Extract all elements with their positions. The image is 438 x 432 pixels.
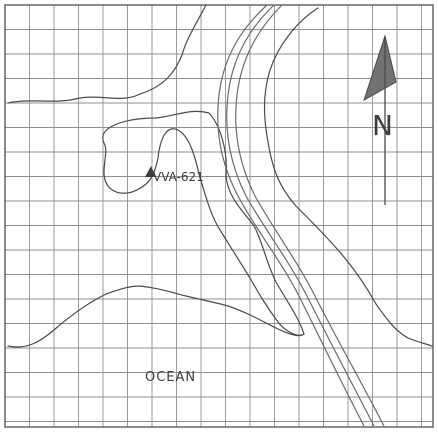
road-middle-line bbox=[226, 4, 375, 427]
inland-lake-outline bbox=[102, 110, 305, 336]
north-label: N bbox=[372, 109, 393, 142]
road-right-edge bbox=[235, 4, 385, 427]
station-label: VVA-621 bbox=[153, 170, 204, 184]
right-shoreline bbox=[263, 7, 433, 347]
triangle-marker-icon bbox=[145, 166, 156, 177]
road-left-edge bbox=[217, 4, 365, 427]
north-arrow-icon bbox=[363, 34, 397, 205]
map-border bbox=[4, 4, 434, 428]
ocean-label: OCEAN bbox=[145, 370, 196, 385]
ocean-coastline bbox=[7, 285, 305, 348]
upper-shoreline bbox=[7, 4, 207, 104]
